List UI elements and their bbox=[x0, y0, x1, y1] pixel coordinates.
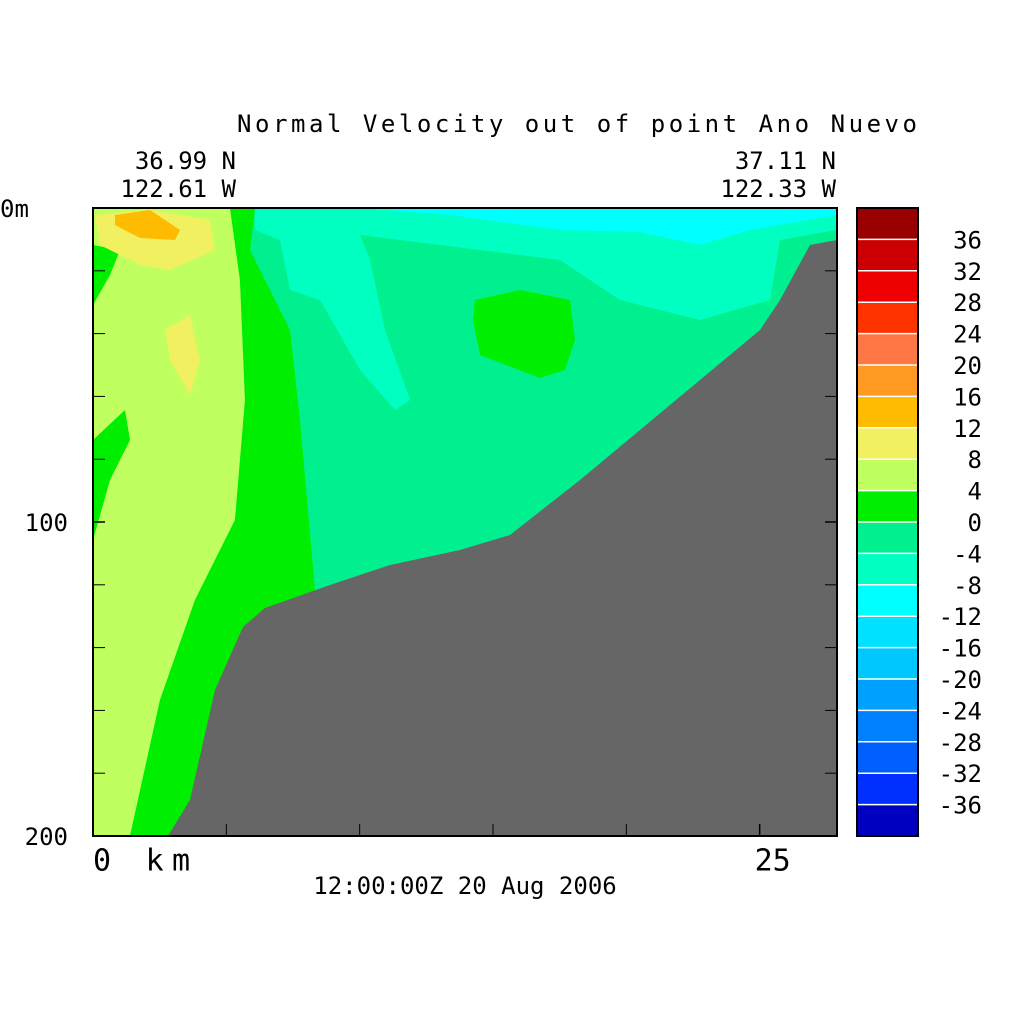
colorbar-label: -4 bbox=[953, 540, 982, 568]
colorbar-bin bbox=[857, 741, 918, 774]
colorbar-bin bbox=[857, 773, 918, 806]
contour-region bbox=[93, 245, 120, 305]
corner-label: 37.11 N bbox=[735, 147, 836, 175]
contour-region bbox=[115, 210, 180, 240]
colorbar-label: -24 bbox=[939, 697, 982, 725]
colorbar-bin bbox=[857, 365, 918, 397]
colorbar-label: 0 bbox=[968, 509, 982, 537]
colorbar-bin bbox=[857, 239, 918, 272]
colorbar-label: -12 bbox=[939, 603, 982, 631]
colorbar-label: 20 bbox=[953, 352, 982, 380]
y-tick-label: 0m bbox=[0, 195, 29, 223]
colorbar-bin bbox=[857, 522, 918, 554]
colorbar-label: 32 bbox=[953, 258, 982, 286]
corner-label: 122.61 W bbox=[120, 175, 236, 203]
subtitle: 12:00:00Z 20 Aug 2006 bbox=[313, 872, 616, 900]
colorbar-frame bbox=[856, 207, 919, 837]
contour-region bbox=[130, 208, 315, 836]
colorbar-bin bbox=[857, 584, 918, 617]
colorbar-bin bbox=[857, 302, 918, 335]
contour-region bbox=[93, 208, 245, 836]
x-tick-label: 25 bbox=[755, 844, 791, 879]
colorbar-label: 4 bbox=[968, 478, 982, 506]
colorbar-bin bbox=[857, 647, 918, 680]
contour-region bbox=[165, 315, 200, 395]
colorbar-bin bbox=[857, 427, 918, 460]
colorbar-label: -8 bbox=[953, 572, 982, 600]
colorbar-label: -20 bbox=[939, 666, 982, 694]
colorbar-bin bbox=[857, 396, 918, 429]
contour-region bbox=[473, 290, 575, 378]
colorbar-label: 12 bbox=[953, 415, 982, 443]
colorbar-bin bbox=[857, 553, 918, 586]
corner-label: 122.33 W bbox=[720, 175, 836, 203]
corner-label: 36.99 N bbox=[135, 147, 236, 175]
colorbar-bin bbox=[857, 679, 918, 711]
colorbar-bin bbox=[857, 459, 918, 492]
colorbar-bin bbox=[857, 616, 918, 649]
y-tick-label: 200 bbox=[25, 823, 68, 851]
colorbar-label: -28 bbox=[939, 729, 982, 757]
contour-field bbox=[93, 208, 837, 836]
terrain bbox=[168, 240, 837, 836]
colorbar-label: 36 bbox=[953, 226, 982, 254]
colorbar-bin bbox=[857, 270, 918, 303]
colorbar-label: 16 bbox=[953, 383, 982, 411]
colorbar-bin bbox=[857, 490, 918, 523]
y-tick-label: 100 bbox=[25, 509, 68, 537]
contour-region bbox=[255, 208, 837, 410]
contour-region bbox=[360, 208, 837, 245]
colorbar-bin bbox=[857, 804, 918, 837]
colorbar-label: 8 bbox=[968, 446, 982, 474]
colorbar-bin bbox=[857, 333, 918, 366]
colorbar-label: 24 bbox=[953, 321, 982, 349]
contour-region bbox=[93, 410, 130, 540]
colorbar-label: -16 bbox=[939, 635, 982, 663]
colorbar-bin bbox=[857, 208, 918, 240]
colorbar-label: -36 bbox=[939, 792, 982, 820]
colorbar-bin bbox=[857, 710, 918, 743]
colorbar-label: -32 bbox=[939, 760, 982, 788]
colorbar-label: 28 bbox=[953, 289, 982, 317]
